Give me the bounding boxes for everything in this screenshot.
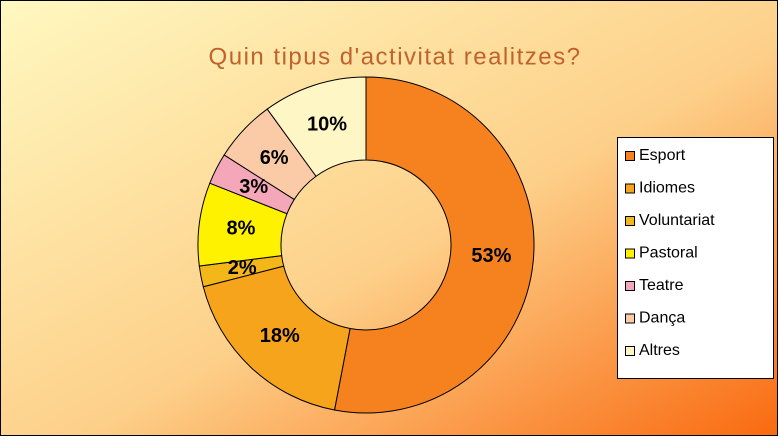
data-label: 53% [471,245,511,267]
legend-label: Dança [639,310,685,327]
data-label: 2% [228,257,257,279]
donut-slice [266,76,367,177]
legend-swatch [625,151,635,161]
data-label: 3% [239,176,268,198]
chart-title: Quin tipus d'activitat realitzes? [209,43,582,70]
legend-box [617,137,774,379]
legend-swatch [625,346,635,356]
legend-label: Altres [639,342,680,359]
legend-label: Idiomes [639,180,695,197]
legend-swatch [625,183,635,194]
legend-swatch [625,248,635,259]
donut-slice [202,265,351,411]
data-label: 6% [260,147,289,169]
legend-swatch [625,313,635,324]
legend-swatch [625,216,635,226]
donut-slice [333,76,535,414]
legend-label: Pastoral [639,245,698,262]
data-label: 10% [307,113,347,135]
data-label: 8% [227,217,256,239]
legend-label: Voluntariat [639,212,715,229]
legend-swatch [625,281,635,291]
data-label: 18% [260,325,300,347]
legend-label: Esport [639,147,686,164]
legend-label: Teatre [639,277,684,294]
